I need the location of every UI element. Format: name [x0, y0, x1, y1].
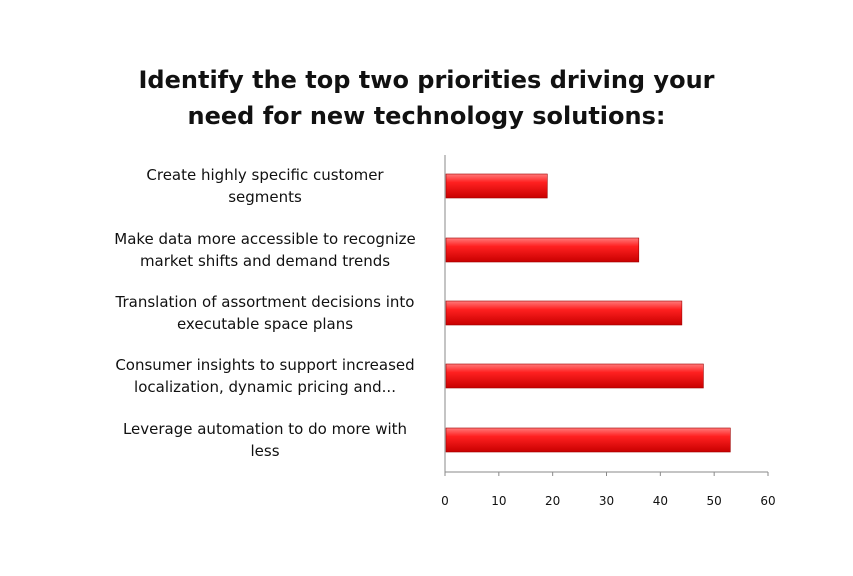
category-label-1-line-1: market shifts and demand trends — [140, 252, 390, 270]
x-tick-label-4: 40 — [653, 494, 668, 508]
chart-title-line-2: need for new technology solutions: — [187, 102, 666, 130]
bar-2 — [445, 300, 683, 326]
category-label-2-line-0: Translation of assortment decisions into — [115, 293, 415, 311]
category-label-1-line-0: Make data more accessible to recognize — [114, 230, 415, 248]
category-label-3: Consumer insights to support increased lo… — [115, 356, 414, 396]
category-label-0-line-0: Create highly specific customer — [146, 166, 384, 184]
bar-4 — [445, 427, 731, 453]
category-label-2: Translation of assortment decisions into… — [115, 293, 415, 333]
category-label-3-line-0: Consumer insights to support increased — [115, 356, 414, 374]
x-tick-label-2: 20 — [545, 494, 560, 508]
category-label-3-line-1: localization, dynamic pricing and... — [134, 378, 396, 396]
bar-3 — [445, 363, 704, 389]
category-label-2-line-1: executable space plans — [177, 315, 353, 333]
category-label-0-line-1: segments — [228, 188, 302, 206]
x-tick-label-5: 50 — [707, 494, 722, 508]
category-label-0: Create highly specific customer segments — [146, 166, 384, 206]
x-tick-label-0: 0 — [441, 494, 449, 508]
bar-0 — [445, 173, 548, 199]
chart-title: Identify the top two priorities driving … — [0, 62, 853, 134]
chart-title-line-1: Identify the top two priorities driving … — [138, 66, 715, 94]
bar-1 — [445, 237, 640, 263]
category-label-4-line-0: Leverage automation to do more with — [123, 420, 407, 438]
x-tick-label-1: 10 — [491, 494, 506, 508]
category-label-1: Make data more accessible to recognize ma… — [114, 230, 415, 270]
category-label-4-line-1: less — [250, 442, 279, 460]
category-label-4: Leverage automation to do more with less — [123, 420, 407, 460]
x-tick-label-6: 60 — [760, 494, 775, 508]
x-tick-label-3: 30 — [599, 494, 614, 508]
